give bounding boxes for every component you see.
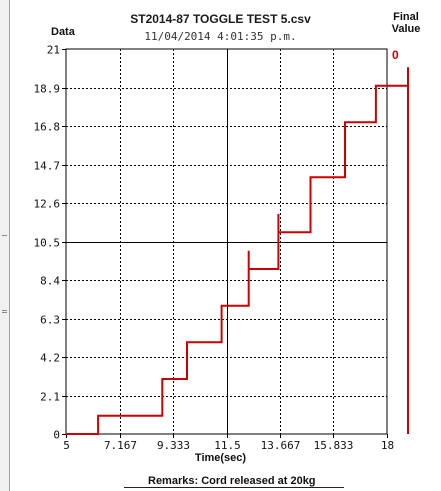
final-value-label: Final Value xyxy=(384,11,428,35)
edge-tick xyxy=(2,235,7,236)
x-tick-label: 11.5 xyxy=(214,439,241,452)
final-label-line2: Value xyxy=(391,23,421,35)
x-axis-label: Time(sec) xyxy=(194,452,247,464)
y-tick-label: 12.6 xyxy=(34,198,61,211)
edge-tick xyxy=(2,310,7,311)
x-tick-label: 18 xyxy=(381,439,394,452)
window-left-edge xyxy=(0,0,10,491)
chart-title: ST2014-87 TOGGLE TEST 5.csv xyxy=(130,12,311,26)
y-tick-label: 0 xyxy=(53,429,60,442)
y-tick-label: 4.2 xyxy=(40,352,60,365)
edge-tick xyxy=(2,312,7,313)
plot-frame xyxy=(65,48,388,435)
final-value: 0 xyxy=(392,48,399,62)
data-series-line xyxy=(66,67,409,435)
x-tick-label: 5 xyxy=(63,439,70,452)
y-tick-label: 2.1 xyxy=(40,391,60,404)
remarks-underline xyxy=(124,487,344,488)
remarks-text: Remarks: Cord released at 20kg xyxy=(148,475,316,487)
y-tick-label: 16.8 xyxy=(34,121,61,134)
chart-subtitle-timestamp: 11/04/2014 4:01:35 p.m. xyxy=(144,30,297,43)
y-axis-label: Data xyxy=(51,26,75,38)
y-tick-label: 6.3 xyxy=(40,314,60,327)
y-tick-label: 18.9 xyxy=(34,83,61,96)
x-tick-label: 13.667 xyxy=(261,439,301,452)
final-label-line1: Final xyxy=(393,11,419,23)
x-tick-label: 9.333 xyxy=(157,439,190,452)
y-tick-label: 8.4 xyxy=(40,275,60,288)
x-tick-label: 15.833 xyxy=(314,439,354,452)
x-tick-label: 7.167 xyxy=(104,439,137,452)
y-tick-label: 14.7 xyxy=(34,160,61,173)
y-tick-label: 10.5 xyxy=(34,237,61,250)
y-tick-label: 21 xyxy=(47,44,60,57)
